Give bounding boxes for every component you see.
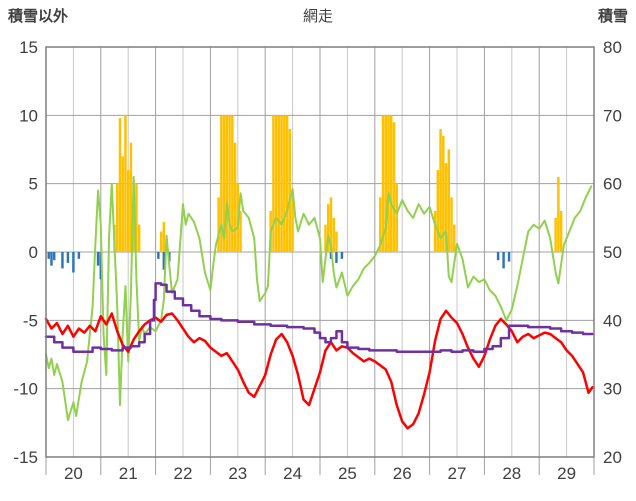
sunshine-bars-bar: [444, 163, 448, 252]
right-axis-tick-label: 20: [603, 448, 622, 467]
right-axis-tick-label: 40: [603, 311, 622, 330]
sunshine-bars-bar: [387, 115, 390, 252]
left-axis-tick-label: 15: [19, 38, 38, 57]
left-axis-tick-label: -5: [23, 311, 38, 330]
sunshine-bars-bar: [554, 217, 557, 252]
precipitation-bars-bar: [50, 252, 53, 266]
sunshine-bars-bar: [559, 211, 563, 252]
sunshine-bars-bar: [220, 115, 223, 252]
sunshine-bars-bar: [274, 115, 278, 252]
sunshine-bars-bar: [116, 183, 119, 252]
sunshine-bars-bar: [283, 115, 286, 252]
sunshine-bars-bar: [285, 115, 289, 252]
sunshine-bars-bar: [239, 211, 242, 252]
sunshine-bars-bar: [137, 224, 141, 252]
sunshine-bars-bar: [324, 224, 327, 252]
left-axis-tick-label: -10: [13, 380, 38, 399]
precipitation-bars-bar: [66, 252, 70, 263]
x-axis-tick-label: 26: [393, 464, 412, 483]
precipitation-bars-bar: [335, 252, 338, 263]
precipitation-bars-bar: [502, 252, 505, 269]
precipitation-bars-bar: [99, 252, 103, 280]
precipitation-bars-bar: [340, 252, 344, 259]
x-axis-tick-label: 27: [448, 464, 467, 483]
plot-border: [45, 46, 595, 458]
red-line: [44, 309, 594, 430]
sunshine-bars-bar: [395, 183, 398, 252]
sunshine-bars-bar: [217, 197, 220, 252]
sunshine-bars-bar: [381, 115, 385, 252]
sunshine-bars-bar: [442, 135, 445, 252]
green-line: [45, 175, 593, 422]
sunshine-bars-bar: [233, 142, 237, 252]
sunshine-bars-bar: [379, 197, 382, 252]
left-axis-tick-label: -15: [13, 448, 38, 467]
sunshine-bars-bar: [126, 170, 130, 252]
sunshine-bars-bar: [436, 170, 440, 252]
right-axis-tick-label: 30: [603, 380, 622, 399]
precipitation-bars-bar: [77, 252, 81, 259]
precipitation-bars-bar: [47, 252, 50, 259]
left-axis-tick-label: 0: [29, 243, 38, 262]
left-axis-tick-label: 10: [19, 106, 38, 125]
sunshine-bars-bar: [135, 183, 138, 252]
x-axis-tick-label: 24: [283, 464, 302, 483]
precipitation-bars-bar: [72, 252, 75, 273]
precipitation-bars-bar: [329, 252, 333, 259]
sunshine-bars-bar: [129, 142, 133, 252]
sunshine-bars-bar: [390, 115, 393, 252]
precipitation-bars-bar: [96, 252, 100, 266]
sunshine-bars-bar: [162, 221, 166, 252]
sunshine-bars-bar: [384, 115, 387, 252]
x-axis-tick-label: 25: [338, 464, 357, 483]
sunshine-bars-bar: [280, 115, 283, 252]
x-axis-tick-label: 20: [64, 464, 83, 483]
sunshine-bars-bar: [231, 115, 234, 252]
precipitation-bars-bar: [162, 252, 166, 270]
sunshine-bars-bar: [118, 118, 122, 252]
sunshine-bars-bar: [450, 197, 453, 252]
sunshine-bars-bar: [335, 231, 338, 252]
precipitation-bars-bar: [157, 252, 160, 259]
x-axis-tick-label: 29: [557, 464, 576, 483]
sunshine-bars-bar: [277, 115, 281, 252]
precipitation-bars-bar: [52, 252, 56, 261]
right-axis-tick-label: 70: [603, 106, 622, 125]
sunshine-bars-bar: [557, 176, 560, 252]
left-axis-tick-label: 5: [29, 175, 38, 194]
right-axis-tick-label: 80: [603, 38, 622, 57]
right-axis-tick-label: 60: [603, 175, 622, 194]
sunshine-bars-bar: [439, 129, 442, 252]
sunshine-bars-bar: [225, 115, 229, 252]
sunshine-bars-bar: [228, 115, 231, 252]
sunshine-bars-bar: [222, 115, 226, 252]
sunshine-bars-bar: [326, 204, 330, 252]
x-axis-tick-label: 28: [502, 464, 521, 483]
right-axis-tick-label: 50: [603, 243, 622, 262]
sunshine-bars-bar: [291, 197, 294, 252]
sunshine-bars-bar: [392, 122, 396, 253]
precipitation-bars-bar: [507, 252, 511, 262]
x-axis-tick-label: 23: [228, 464, 247, 483]
sunshine-bars-bar: [124, 115, 127, 252]
sunshine-bars-bar: [433, 211, 437, 252]
x-axis-tick-label: 22: [174, 464, 193, 483]
right-axis-title: 積雪: [597, 8, 628, 25]
precipitation-bars-bar: [496, 252, 500, 261]
precipitation-bars-bar: [61, 252, 64, 269]
sunshine-bars-bar: [159, 231, 163, 252]
sunshine-bars-bar: [272, 115, 275, 252]
x-axis-tick-label: 21: [119, 464, 138, 483]
sunshine-bars-bar: [288, 129, 292, 252]
purple-snow-depth-line: [44, 282, 594, 354]
chart-title: 網走: [302, 8, 333, 25]
sunshine-bars-bar: [329, 197, 333, 252]
sunshine-bars-bar: [132, 211, 135, 252]
sunshine-bars-bar: [453, 224, 456, 252]
sunshine-bars-bar: [121, 156, 124, 252]
sunshine-bars-bar: [447, 149, 451, 252]
sunshine-bars-bar: [332, 217, 335, 252]
left-axis-title: 積雪以外: [8, 8, 69, 25]
